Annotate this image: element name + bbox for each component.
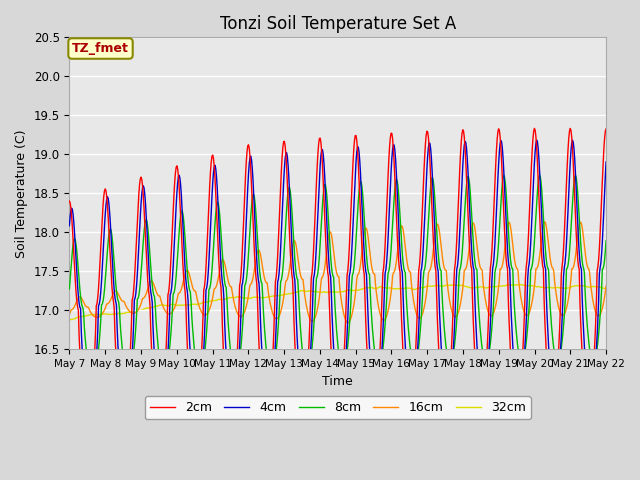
- 8cm: [404, 314, 412, 320]
- 32cm: [516, 282, 524, 288]
- 32cm: [186, 302, 193, 308]
- 8cm: [89, 376, 97, 382]
- 8cm: [65, 286, 73, 292]
- 32cm: [131, 308, 139, 314]
- Line: 4cm: 4cm: [69, 140, 606, 413]
- 32cm: [404, 285, 412, 291]
- X-axis label: Time: Time: [323, 374, 353, 387]
- 4cm: [602, 159, 610, 165]
- 8cm: [186, 288, 193, 293]
- 32cm: [602, 286, 610, 291]
- 2cm: [185, 372, 193, 378]
- Title: Tonzi Soil Temperature Set A: Tonzi Soil Temperature Set A: [220, 15, 456, 33]
- 32cm: [419, 285, 427, 290]
- 8cm: [214, 200, 222, 205]
- 2cm: [602, 126, 610, 132]
- Line: 16cm: 16cm: [69, 222, 606, 323]
- 16cm: [344, 320, 351, 325]
- 4cm: [185, 321, 193, 327]
- Line: 32cm: 32cm: [69, 285, 606, 320]
- 4cm: [419, 246, 427, 252]
- 2cm: [131, 278, 138, 284]
- Line: 8cm: 8cm: [69, 175, 606, 379]
- 2cm: [227, 421, 234, 427]
- 4cm: [131, 297, 138, 302]
- 32cm: [67, 317, 75, 323]
- 16cm: [65, 312, 73, 317]
- 32cm: [65, 316, 73, 322]
- 16cm: [131, 310, 138, 316]
- 2cm: [76, 333, 83, 338]
- 2cm: [213, 223, 221, 229]
- 4cm: [404, 375, 412, 381]
- 8cm: [602, 238, 610, 244]
- Legend: 2cm, 4cm, 8cm, 16cm, 32cm: 2cm, 4cm, 8cm, 16cm, 32cm: [145, 396, 531, 419]
- 16cm: [213, 280, 221, 286]
- 16cm: [76, 294, 83, 300]
- 8cm: [131, 334, 139, 340]
- 4cm: [213, 184, 221, 190]
- Line: 2cm: 2cm: [69, 128, 606, 424]
- 16cm: [185, 270, 193, 276]
- 4cm: [533, 137, 541, 143]
- 4cm: [229, 410, 237, 416]
- 8cm: [76, 277, 83, 283]
- 2cm: [419, 186, 427, 192]
- 16cm: [419, 309, 427, 314]
- 16cm: [404, 262, 412, 268]
- 4cm: [65, 223, 73, 228]
- 2cm: [404, 405, 412, 411]
- Text: TZ_fmet: TZ_fmet: [72, 42, 129, 55]
- 2cm: [65, 198, 73, 204]
- Y-axis label: Soil Temperature (C): Soil Temperature (C): [15, 129, 28, 258]
- 8cm: [419, 276, 427, 282]
- 32cm: [76, 314, 84, 320]
- 4cm: [76, 300, 83, 306]
- 16cm: [541, 219, 548, 225]
- 2cm: [531, 125, 538, 131]
- 32cm: [214, 297, 222, 302]
- 8cm: [536, 172, 543, 178]
- 16cm: [602, 283, 610, 289]
